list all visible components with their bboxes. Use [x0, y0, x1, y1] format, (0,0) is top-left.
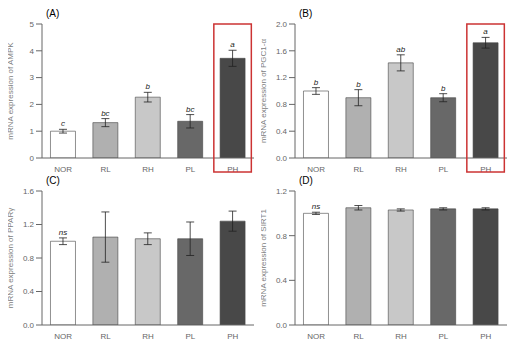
svg-text:bc: bc: [186, 105, 194, 114]
svg-text:a: a: [230, 40, 235, 49]
svg-text:1.6: 1.6: [276, 47, 288, 56]
svg-text:NOR: NOR: [307, 165, 325, 174]
svg-text:4: 4: [30, 47, 35, 56]
svg-text:NOR: NOR: [54, 165, 72, 174]
svg-text:RL: RL: [353, 165, 364, 174]
svg-text:ns: ns: [59, 227, 67, 236]
svg-text:NOR: NOR: [307, 331, 325, 340]
svg-text:RL: RL: [100, 331, 111, 340]
svg-text:3: 3: [30, 73, 35, 82]
svg-text:1.2: 1.2: [276, 73, 288, 82]
svg-text:b: b: [314, 78, 319, 87]
svg-text:RH: RH: [395, 165, 407, 174]
svg-text:0.0: 0.0: [276, 154, 288, 163]
html-text:(A): (A): [46, 8, 60, 19]
html-text:(D): (D): [299, 174, 313, 186]
svg-text:0.4: 0.4: [276, 276, 288, 285]
svg-text:PL: PL: [439, 165, 449, 174]
svg-text:RH: RH: [142, 331, 154, 340]
svg-text:0.0: 0.0: [276, 320, 288, 329]
svg-text:1: 1: [30, 127, 35, 136]
svg-text:c: c: [61, 119, 65, 128]
svg-text:RH: RH: [395, 331, 407, 340]
svg-text:PL: PL: [186, 165, 196, 174]
svg-text:0.0: 0.0: [23, 320, 35, 329]
svg-text:bc: bc: [101, 109, 109, 118]
svg-text:mRNA expression of AMPK: mRNA expression of AMPK: [8, 42, 15, 140]
svg-text:mRNA expression of SIRT1: mRNA expression of SIRT1: [261, 208, 268, 306]
svg-text:b: b: [441, 84, 446, 93]
svg-text:0.8: 0.8: [23, 253, 35, 262]
svg-text:0.8: 0.8: [276, 100, 288, 109]
svg-text:ns: ns: [312, 202, 320, 211]
svg-text:2.0: 2.0: [276, 20, 288, 29]
svg-text:2: 2: [30, 100, 35, 109]
svg-text:RL: RL: [353, 331, 364, 340]
svg-text:b: b: [146, 82, 151, 91]
svg-text:PH: PH: [227, 164, 239, 174]
svg-text:PH: PH: [480, 331, 491, 340]
svg-text:0.8: 0.8: [276, 231, 288, 240]
svg-text:mRNA expression of PGC1-α: mRNA expression of PGC1-α: [261, 39, 268, 144]
svg-text:1.2: 1.2: [276, 186, 288, 195]
svg-text:0: 0: [30, 154, 35, 163]
svg-text:RH: RH: [142, 165, 154, 174]
svg-text:NOR: NOR: [54, 331, 72, 340]
svg-text:PH: PH: [227, 331, 238, 340]
svg-text:0.4: 0.4: [276, 127, 288, 136]
svg-text:0.4: 0.4: [23, 287, 35, 296]
svg-text:5: 5: [30, 20, 35, 29]
html-text:(C): (C): [46, 174, 60, 186]
svg-text:1.6: 1.6: [23, 186, 35, 195]
svg-text:mRNA expression of PPARγ: mRNA expression of PPARγ: [8, 207, 15, 307]
svg-text:PL: PL: [439, 331, 449, 340]
html-text:(B): (B): [299, 8, 313, 19]
svg-text:RL: RL: [100, 165, 111, 174]
svg-text:a: a: [483, 27, 488, 36]
svg-text:1.2: 1.2: [23, 220, 35, 229]
svg-text:ab: ab: [396, 45, 405, 54]
svg-text:PH: PH: [480, 164, 492, 174]
svg-text:b: b: [356, 80, 361, 89]
svg-text:PL: PL: [186, 331, 196, 340]
